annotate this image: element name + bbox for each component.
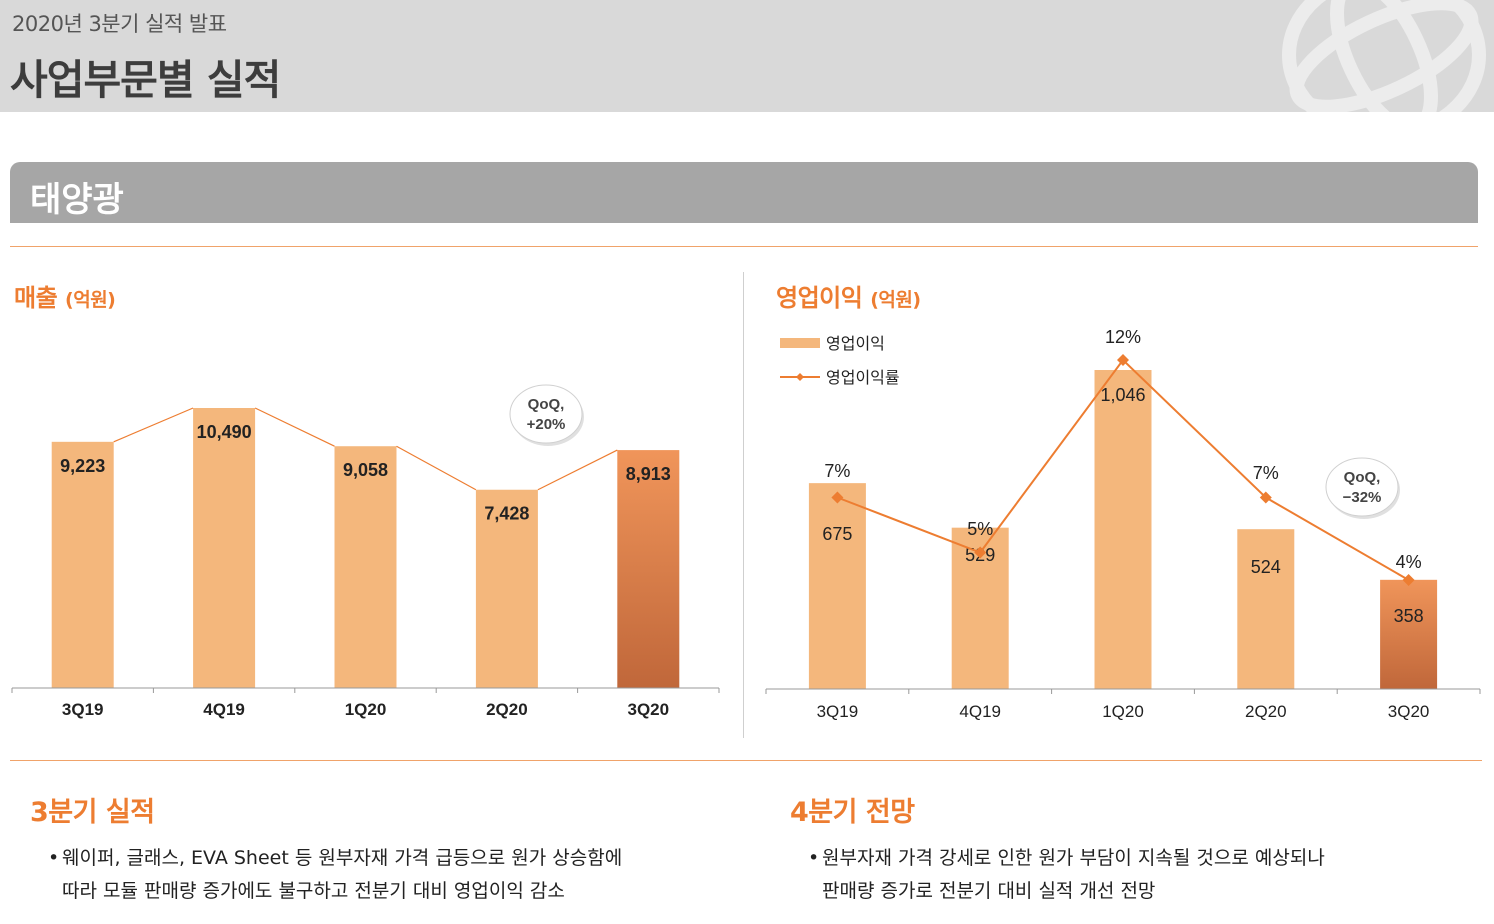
legend-line-label: 영업이익률 xyxy=(826,369,900,387)
revenue-bar xyxy=(51,441,114,688)
revenue-callout-line1: QoQ, xyxy=(528,396,565,413)
revenue-category-label: 4Q19 xyxy=(203,700,245,719)
op-margin-value-label: 7% xyxy=(824,461,850,481)
op-margin-marker xyxy=(1259,491,1272,504)
globe-logo-icon xyxy=(1282,0,1486,112)
revenue-category-label: 2Q20 xyxy=(486,700,528,719)
q4-outlook-line-1: 원부자재 가격 강세로 인한 원가 부담이 지속될 것으로 예상되나 xyxy=(822,847,1325,869)
divider-bottom xyxy=(10,760,1482,761)
revenue-value-label: 9,058 xyxy=(343,460,388,480)
q3-results-text: • 웨이퍼, 글래스, EVA Sheet 등 원부자재 가격 급등으로 원가 … xyxy=(48,842,623,908)
revenue-bar xyxy=(334,446,397,688)
q3-results-title: 3분기 실적 xyxy=(30,797,155,828)
revenue-category-label: 3Q19 xyxy=(62,700,104,719)
revenue-bar xyxy=(475,489,538,688)
revenue-callout-line2: +20% xyxy=(527,416,566,433)
section-bar: 태양광 xyxy=(10,162,1478,223)
page-header: 2020년 3분기 실적 발표 사업부문별 실적 xyxy=(0,0,1494,112)
revenue-trend-line xyxy=(537,449,618,491)
op-profit-category-label: 3Q19 xyxy=(817,702,859,721)
q3-results-line-1: 웨이퍼, 글래스, EVA Sheet 등 원부자재 가격 급등으로 원가 상승… xyxy=(62,847,623,869)
op-profit-value-label: 524 xyxy=(1251,557,1281,577)
op-profit-legend: 영업이익 영업이익률 xyxy=(780,335,900,387)
op-profit-unit: (억원) xyxy=(870,289,921,311)
op-profit-callout: QoQ, −32% xyxy=(1325,457,1400,519)
legend-line-marker xyxy=(796,373,804,381)
q4-outlook-line-2: 판매량 증가로 전분기 대비 실적 개선 전망 xyxy=(822,880,1156,902)
op-profit-category-label: 3Q20 xyxy=(1388,702,1430,721)
divider-top xyxy=(10,246,1478,247)
revenue-trend-line xyxy=(396,445,477,491)
page-subtitle: 2020년 3분기 실적 발표 xyxy=(12,12,227,36)
revenue-bar xyxy=(617,450,680,688)
revenue-category-label: 1Q20 xyxy=(345,700,387,719)
revenue-value-label: 8,913 xyxy=(626,464,671,484)
op-profit-category-label: 4Q19 xyxy=(959,702,1001,721)
section-title: 태양광 xyxy=(30,180,124,220)
op-profit-value-label: 675 xyxy=(822,524,852,544)
op-margin-value-label: 5% xyxy=(967,519,993,539)
q4-outlook-title: 4분기 전망 xyxy=(790,797,915,828)
op-profit-callout-line2: −32% xyxy=(1343,489,1382,506)
op-profit-bar xyxy=(1237,529,1295,689)
revenue-category-label: 3Q20 xyxy=(628,700,670,719)
op-margin-marker xyxy=(831,491,844,504)
op-profit-value-label: 1,046 xyxy=(1100,385,1145,405)
bullet-dot: • xyxy=(48,847,60,869)
op-profit-callout-line1: QoQ, xyxy=(1344,469,1381,486)
op-profit-title-text: 영업이익 xyxy=(776,284,863,312)
op-margin-marker xyxy=(1117,354,1129,366)
op-margin-value-label: 12% xyxy=(1105,327,1141,347)
op-profit-bar xyxy=(808,483,866,689)
revenue-unit: (억원) xyxy=(65,289,116,311)
revenue-title-text: 매출 xyxy=(14,284,58,312)
op-profit-bar xyxy=(1380,579,1438,689)
legend-bar-label: 영업이익 xyxy=(826,335,885,353)
legend-bar-swatch xyxy=(780,338,820,348)
op-profit-category-label: 2Q20 xyxy=(1245,702,1287,721)
divider-vertical xyxy=(743,272,744,738)
op-margin-marker xyxy=(1402,574,1415,586)
revenue-chart: 9,223 3Q19 10,490 4Q19 9,058 1Q20 7,428 2Q20 8,9… xyxy=(11,384,720,719)
op-margin-value-label: 7% xyxy=(1253,463,1279,483)
revenue-bar xyxy=(193,408,256,688)
revenue-trend-line xyxy=(254,407,335,447)
bullet-dot: • xyxy=(808,847,820,869)
op-profit-bar xyxy=(1094,370,1152,689)
op-profit-chart: 영업이익 영업이익률 6753Q195294Q191,0461Q205242Q2… xyxy=(765,327,1481,721)
revenue-callout: QoQ, +20% xyxy=(509,384,584,446)
op-profit-value-label: 358 xyxy=(1394,606,1424,626)
q4-outlook-text: • 원부자재 가격 강세로 인한 원가 부담이 지속될 것으로 예상되나 판매량… xyxy=(808,842,1325,908)
revenue-trend-line xyxy=(113,407,194,443)
op-profit-category-label: 1Q20 xyxy=(1102,702,1144,721)
op-margin-marker xyxy=(974,546,987,559)
revenue-value-label: 10,490 xyxy=(197,422,252,442)
op-profit-chart-title: 영업이익 (억원) xyxy=(776,278,921,313)
page-title: 사업부문별 실적 xyxy=(10,56,281,104)
q3-results-line-2: 따라 모듈 판매량 증가에도 불구하고 전분기 대비 영업이익 감소 xyxy=(62,880,565,902)
revenue-chart-title: 매출 (억원) xyxy=(14,278,116,313)
op-margin-value-label: 4% xyxy=(1396,552,1422,572)
revenue-value-label: 7,428 xyxy=(484,504,529,524)
revenue-value-label: 9,223 xyxy=(60,456,105,476)
